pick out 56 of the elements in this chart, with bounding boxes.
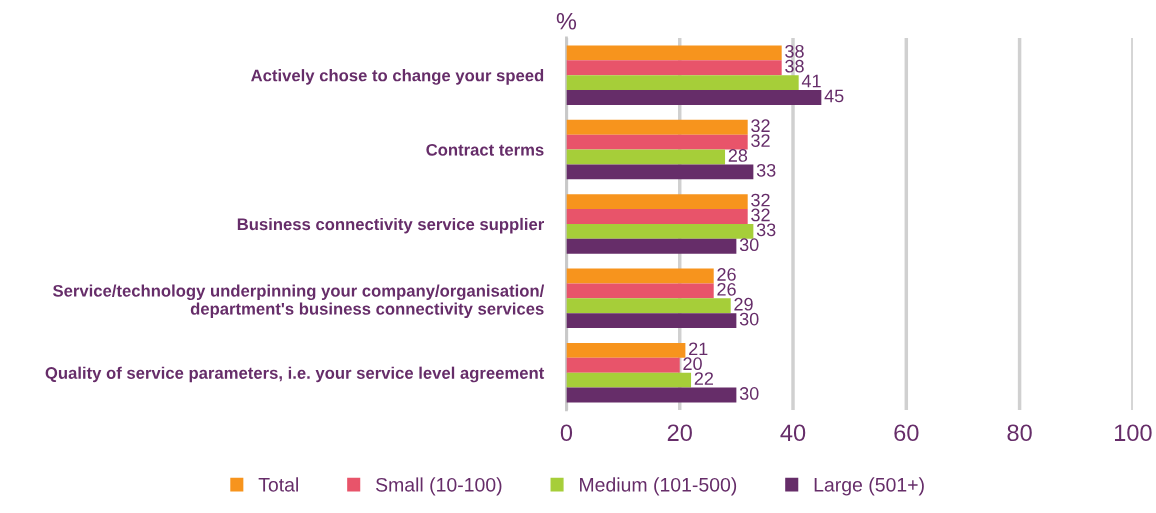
data-label: 30	[739, 387, 759, 400]
bar	[566, 90, 822, 105]
x-tick-label: 60	[894, 424, 919, 442]
legend-label: Large (501+)	[814, 477, 924, 496]
bar	[566, 268, 714, 284]
x-tick-label: 20	[667, 424, 692, 442]
x-tick-label: 0	[560, 424, 573, 442]
data-label: 45	[824, 89, 844, 103]
data-label: 21	[689, 342, 708, 356]
bar	[566, 238, 737, 254]
data-label: 32	[751, 208, 770, 222]
legend-label: Small (10-100)	[375, 477, 502, 496]
data-label: 38	[785, 59, 804, 73]
bar	[566, 342, 686, 358]
bar	[566, 149, 726, 165]
y-tick-label: Business connectivity service supplier	[237, 217, 544, 234]
data-label: 22	[694, 372, 714, 385]
bar	[566, 313, 737, 329]
data-label: 30	[739, 238, 759, 252]
y-tick-label: Service/technology underpinning your company/organisation/ department's business connectivity services	[52, 284, 545, 319]
data-label: 30	[739, 312, 759, 326]
data-label: 32	[751, 134, 770, 147]
bar	[566, 45, 782, 61]
legend-label: Total	[258, 477, 298, 492]
bar	[566, 119, 748, 135]
bar	[566, 283, 714, 299]
bar	[566, 298, 731, 314]
x-tick-label: 80	[1007, 424, 1032, 442]
bar	[566, 134, 748, 150]
bar	[566, 357, 680, 373]
bar	[566, 75, 799, 91]
data-label: 26	[717, 268, 736, 281]
bar	[566, 164, 754, 180]
data-label: 33	[756, 163, 776, 177]
data-label: 32	[751, 193, 770, 207]
data-label: 32	[751, 119, 770, 133]
data-label: 28	[728, 149, 748, 162]
x-tick-label: 100	[1114, 424, 1152, 442]
bar	[566, 223, 754, 239]
legend-label: Medium (101-500)	[580, 477, 737, 496]
data-label: 29	[734, 297, 753, 311]
x-tick-label: 40	[780, 424, 806, 442]
data-label: 41	[801, 74, 821, 88]
data-label: 26	[717, 282, 736, 296]
bar	[566, 194, 748, 210]
y-tick-label: Quality of service parameters, i.e. your service level agreement	[45, 366, 545, 383]
x-axis-title: %	[556, 12, 577, 30]
bar	[566, 372, 692, 388]
bar	[566, 387, 737, 403]
data-label: 38	[785, 44, 804, 58]
bar	[566, 209, 748, 224]
bar	[566, 60, 782, 76]
y-tick-label: Actively chose to change your speed	[251, 69, 544, 85]
y-tick-label: Contract terms	[426, 143, 544, 156]
data-label: 20	[683, 357, 702, 371]
data-label: 33	[756, 223, 776, 237]
